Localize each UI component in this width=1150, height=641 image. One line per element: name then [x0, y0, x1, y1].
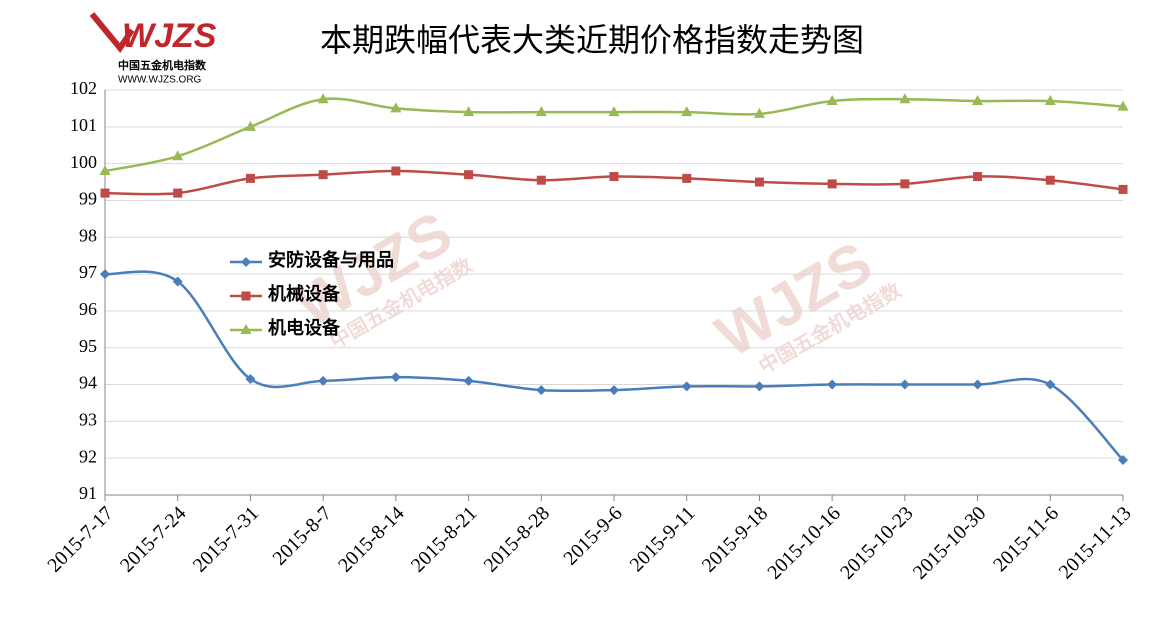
marker [390, 372, 401, 383]
logo: WJZS 中国五金机电指数 WWW.WJZS.ORG [89, 12, 217, 86]
marker [754, 177, 764, 187]
x-tick-label: 2015-9-11 [626, 502, 700, 576]
x-tick-label: 2015-11-13 [1055, 502, 1136, 583]
y-tick-label: 92 [79, 446, 97, 466]
marker [900, 179, 910, 189]
x-tick-label: 2015-8-7 [269, 502, 336, 569]
y-tick-label: 96 [79, 299, 97, 319]
logo-mark: WJZS [122, 17, 217, 55]
legend-marker [241, 291, 251, 301]
marker [753, 107, 765, 118]
y-tick-label: 98 [79, 225, 97, 245]
marker [464, 170, 474, 180]
marker [1118, 184, 1128, 194]
legend-marker [241, 257, 251, 267]
marker [899, 379, 910, 390]
marker [1117, 100, 1129, 111]
marker [318, 375, 329, 386]
marker [973, 172, 983, 182]
x-tick-label: 2015-7-31 [189, 502, 263, 576]
marker [899, 93, 911, 104]
y-tick-label: 95 [79, 336, 97, 356]
watermark: WJZS 中国五金机电指数 WJZS 中国五金机电指数 [285, 199, 906, 379]
legend-marker [240, 324, 252, 334]
y-tick-label: 97 [79, 262, 97, 282]
legend-label: 机电设备 [268, 317, 341, 338]
y-tick-label: 94 [79, 373, 97, 393]
marker [535, 106, 547, 117]
marker [827, 379, 838, 390]
x-tick-label: 2015-10-23 [836, 502, 918, 584]
marker [682, 173, 692, 183]
marker [754, 381, 765, 392]
y-tick-label: 102 [70, 78, 97, 98]
logo-url: WWW.WJZS.ORG [118, 75, 202, 86]
x-tick-label: 2015-8-21 [407, 502, 481, 576]
marker [99, 165, 111, 175]
marker [609, 385, 619, 396]
marker [681, 106, 693, 117]
marker [536, 175, 546, 185]
x-tick-label: 2015-8-14 [334, 502, 408, 576]
y-tick-label: 93 [79, 409, 97, 429]
marker [1045, 379, 1056, 390]
marker [972, 379, 983, 390]
marker [972, 95, 984, 106]
marker [463, 375, 474, 386]
y-tick-label: 101 [70, 115, 97, 135]
x-tick-label: 2015-7-17 [43, 502, 117, 576]
legend-label: 安防设备与用品 [268, 249, 394, 270]
marker [391, 166, 401, 176]
series-line [104, 270, 1124, 461]
x-tick-label: 2015-7-24 [116, 502, 190, 576]
marker [173, 188, 183, 198]
marker [100, 188, 110, 198]
marker [390, 102, 402, 113]
marker [463, 106, 475, 117]
marker [172, 150, 184, 161]
marker [100, 269, 110, 280]
legend-label: 机械设备 [268, 283, 341, 304]
marker [245, 173, 255, 183]
x-tick-label: 2015-8-28 [480, 502, 554, 576]
x-tick-label: 2015-11-6 [989, 502, 1063, 576]
x-tick-label: 2015-9-6 [559, 502, 626, 569]
marker [244, 120, 256, 131]
logo-arrow [89, 12, 135, 54]
logo-name: 中国五金机电指数 [118, 58, 207, 72]
marker [681, 381, 692, 392]
marker [536, 385, 547, 396]
marker [826, 95, 838, 106]
y-tick-label: 100 [70, 152, 97, 172]
marker [318, 170, 328, 180]
marker [1044, 95, 1056, 106]
marker [1118, 455, 1128, 466]
chart-title: 本期跌幅代表大类近期价格指数走势图 [320, 21, 864, 59]
y-tick-label: 91 [79, 483, 97, 503]
marker [609, 172, 619, 182]
marker [245, 374, 256, 385]
x-tick-label: 2015-9-18 [698, 502, 772, 576]
marker [317, 93, 329, 104]
marker [172, 276, 183, 287]
x-tick-label: 2015-10-16 [763, 502, 845, 584]
marker [827, 179, 837, 189]
marker [1045, 175, 1055, 185]
marker [608, 106, 620, 117]
y-tick-label: 99 [79, 189, 97, 209]
x-tick-label: 2015-10-30 [909, 502, 991, 584]
